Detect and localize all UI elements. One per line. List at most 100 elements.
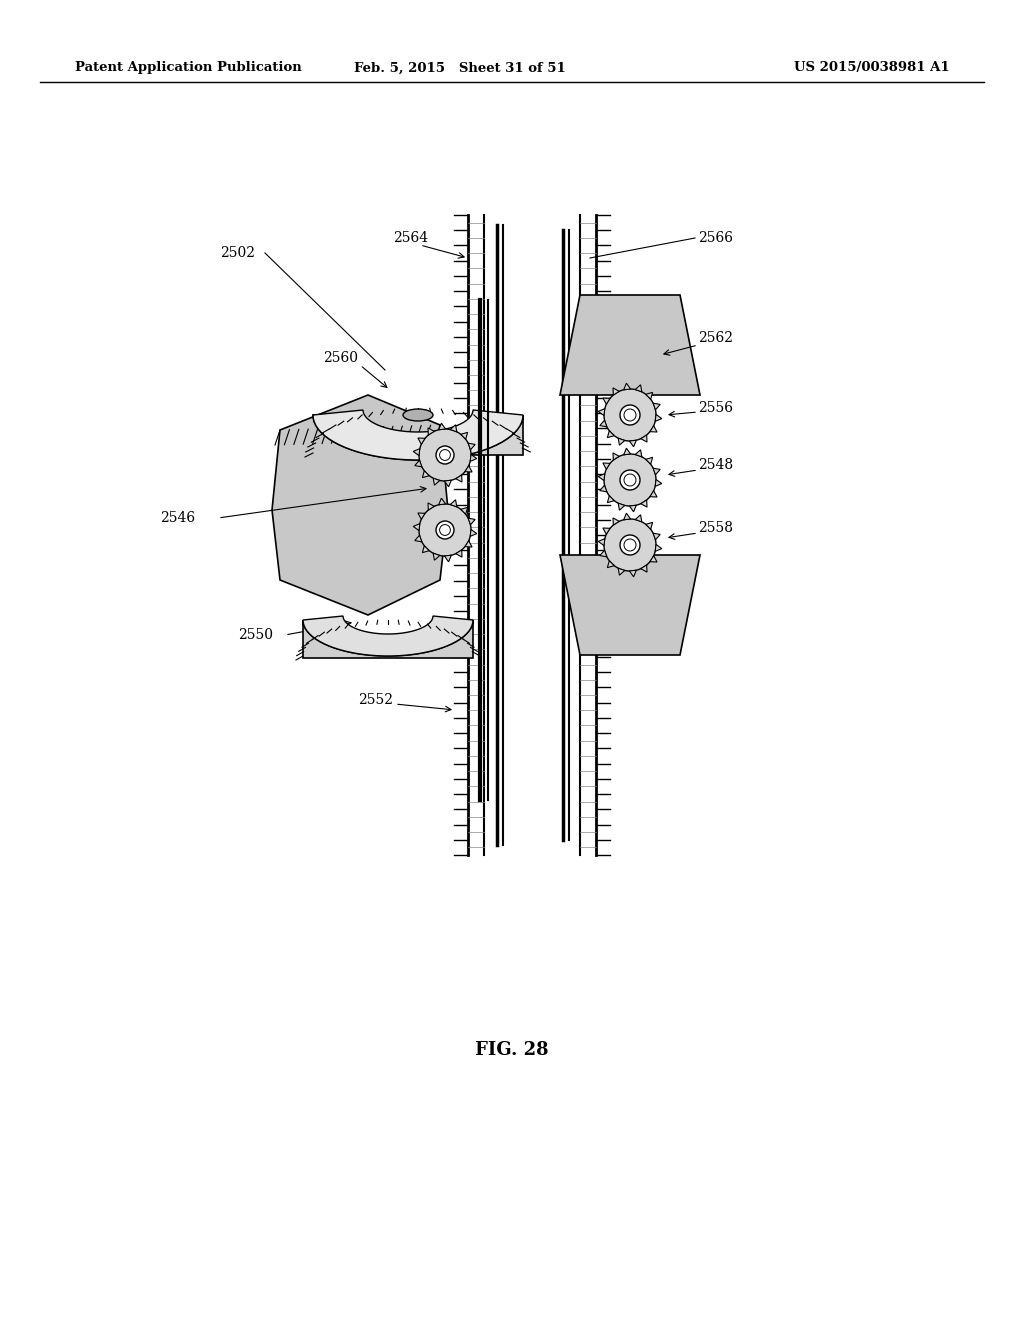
Polygon shape <box>603 397 610 404</box>
Text: 2558: 2558 <box>698 521 733 535</box>
Polygon shape <box>598 539 605 545</box>
Text: Feb. 5, 2015   Sheet 31 of 51: Feb. 5, 2015 Sheet 31 of 51 <box>354 62 566 74</box>
Polygon shape <box>456 550 462 557</box>
Text: 2562: 2562 <box>698 331 733 345</box>
Text: Patent Application Publication: Patent Application Publication <box>75 62 302 74</box>
Polygon shape <box>438 498 445 504</box>
Text: 2556: 2556 <box>698 401 733 414</box>
Polygon shape <box>418 438 425 445</box>
Polygon shape <box>461 507 468 515</box>
Polygon shape <box>428 503 434 510</box>
Polygon shape <box>465 541 472 546</box>
Polygon shape <box>603 463 610 469</box>
Polygon shape <box>272 395 449 615</box>
Polygon shape <box>428 428 434 436</box>
Polygon shape <box>560 294 700 395</box>
Polygon shape <box>461 433 468 440</box>
Polygon shape <box>303 620 473 657</box>
Polygon shape <box>635 385 642 392</box>
Polygon shape <box>630 506 636 512</box>
Polygon shape <box>635 515 642 521</box>
Polygon shape <box>641 565 647 572</box>
Polygon shape <box>560 554 700 655</box>
Polygon shape <box>598 474 605 480</box>
Polygon shape <box>618 568 625 576</box>
Polygon shape <box>604 519 656 572</box>
Circle shape <box>439 524 451 536</box>
Polygon shape <box>438 424 445 430</box>
Polygon shape <box>444 556 452 562</box>
Polygon shape <box>433 478 439 486</box>
Polygon shape <box>433 553 439 560</box>
Text: 2546: 2546 <box>160 511 196 525</box>
Polygon shape <box>465 466 472 473</box>
Polygon shape <box>313 411 523 459</box>
Polygon shape <box>444 480 452 487</box>
Polygon shape <box>415 461 422 467</box>
Polygon shape <box>655 414 662 421</box>
Polygon shape <box>468 444 475 450</box>
Polygon shape <box>419 504 471 556</box>
Polygon shape <box>624 449 631 455</box>
Polygon shape <box>419 429 471 480</box>
Polygon shape <box>607 496 614 503</box>
Circle shape <box>436 446 454 465</box>
Text: US 2015/0038981 A1: US 2015/0038981 A1 <box>795 62 950 74</box>
Polygon shape <box>607 430 614 438</box>
Polygon shape <box>646 457 652 465</box>
Polygon shape <box>313 414 523 459</box>
Circle shape <box>620 535 640 554</box>
Polygon shape <box>603 528 610 535</box>
Polygon shape <box>604 389 656 441</box>
Circle shape <box>624 409 636 421</box>
Text: FIG. 28: FIG. 28 <box>475 1041 549 1059</box>
Polygon shape <box>422 471 429 478</box>
Polygon shape <box>415 535 422 541</box>
Circle shape <box>624 474 636 486</box>
Polygon shape <box>650 426 657 432</box>
Polygon shape <box>653 403 660 409</box>
Circle shape <box>624 539 636 550</box>
Polygon shape <box>618 438 625 445</box>
Circle shape <box>620 405 640 425</box>
Polygon shape <box>598 409 605 416</box>
Circle shape <box>620 470 640 490</box>
Ellipse shape <box>403 409 433 421</box>
Polygon shape <box>655 544 662 552</box>
Text: 2560: 2560 <box>323 351 358 366</box>
Polygon shape <box>470 454 477 462</box>
Polygon shape <box>653 469 660 475</box>
Polygon shape <box>650 491 657 498</box>
Polygon shape <box>451 500 457 507</box>
Polygon shape <box>618 503 625 511</box>
Polygon shape <box>451 425 457 432</box>
Polygon shape <box>613 388 620 395</box>
Polygon shape <box>613 517 620 525</box>
Polygon shape <box>653 533 660 540</box>
Polygon shape <box>468 519 475 525</box>
Polygon shape <box>630 440 636 446</box>
Polygon shape <box>641 500 647 507</box>
Polygon shape <box>641 436 647 442</box>
Polygon shape <box>604 454 656 506</box>
Polygon shape <box>607 561 614 568</box>
Polygon shape <box>646 523 652 529</box>
Polygon shape <box>624 383 631 389</box>
Polygon shape <box>630 570 636 577</box>
Text: 2566: 2566 <box>698 231 733 246</box>
Polygon shape <box>470 529 477 536</box>
Polygon shape <box>650 556 657 562</box>
Polygon shape <box>414 449 420 455</box>
Polygon shape <box>624 513 631 520</box>
Polygon shape <box>422 545 429 553</box>
Text: 2502: 2502 <box>220 246 255 260</box>
Polygon shape <box>600 420 607 426</box>
Polygon shape <box>646 392 652 399</box>
Polygon shape <box>600 550 607 557</box>
Polygon shape <box>655 479 662 486</box>
Text: 2548: 2548 <box>698 458 733 473</box>
Circle shape <box>439 450 451 461</box>
Text: 2564: 2564 <box>393 231 428 246</box>
Polygon shape <box>456 475 462 482</box>
Text: 2550: 2550 <box>238 628 273 642</box>
